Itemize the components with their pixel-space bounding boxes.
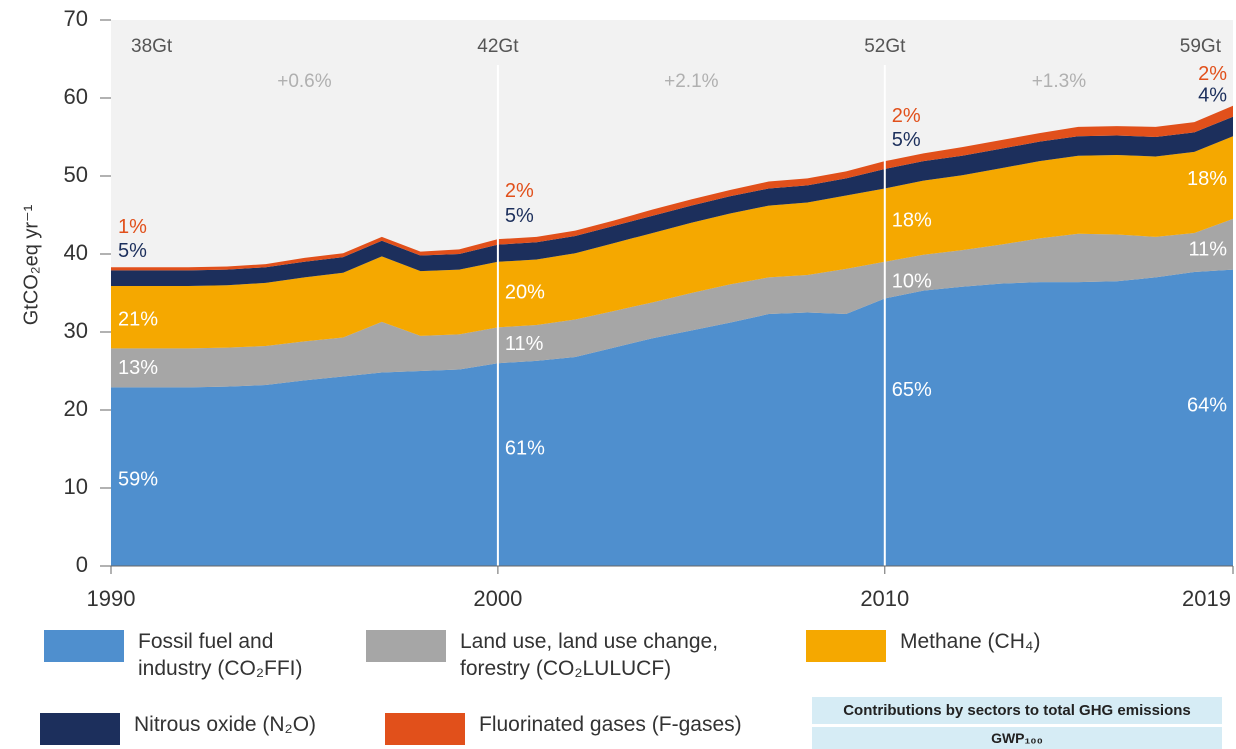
table-title: Contributions by sectors to total GHG em…: [812, 697, 1222, 724]
legend-item: Methane (CH₄): [806, 630, 1160, 662]
total-label: 42Gt: [477, 36, 519, 57]
y-tick-label: 10: [64, 474, 88, 499]
legend-label: Nitrous oxide (N₂O): [134, 713, 317, 736]
x-tick-label: 2019: [1182, 586, 1231, 611]
legend-item: Nitrous oxide (N₂O): [40, 713, 334, 745]
y-tick-label: 40: [64, 240, 88, 265]
legend-label: Fluorinated gases (F-gases): [479, 713, 742, 736]
share-label: 4%: [1198, 85, 1227, 107]
legend-label: Methane (CH₄): [900, 630, 1041, 653]
share-label: 2%: [505, 180, 534, 202]
total-label: 52Gt: [864, 36, 906, 57]
legend-swatch: [806, 630, 886, 662]
y-tick-label: 60: [64, 84, 88, 109]
share-label: 1%: [118, 216, 147, 238]
legend-swatch: [385, 713, 465, 745]
x-tick-label: 1990: [87, 586, 136, 611]
share-label: 5%: [892, 129, 921, 151]
area: [111, 116, 1233, 286]
share-label: 18%: [1187, 168, 1227, 190]
y-tick-label: 20: [64, 396, 88, 421]
total-label: 59Gt: [1180, 36, 1222, 57]
x-tick-label: 2010: [860, 586, 909, 611]
share-label: 21%: [118, 309, 158, 331]
y-axis-label: GtCO₂eq yr⁻¹: [20, 204, 42, 325]
share-label: 59%: [118, 468, 158, 490]
share-label: 65%: [892, 379, 932, 401]
share-label: 10%: [892, 270, 932, 292]
legend-item: Fluorinated gases (F-gases): [385, 713, 819, 745]
area: [111, 136, 1233, 349]
x-tick-label: 2000: [473, 586, 522, 611]
area: [111, 218, 1233, 388]
y-tick-label: 0: [76, 552, 88, 577]
share-label: 20%: [505, 281, 545, 303]
y-tick-label: 70: [64, 6, 88, 31]
legend-item: Land use, land use change, forestry (CO₂…: [366, 630, 790, 682]
share-label: 13%: [118, 357, 158, 379]
area: [111, 269, 1233, 566]
share-label: 5%: [505, 205, 534, 227]
total-label: 38Gt: [131, 36, 173, 57]
growth-rate: +1.3%: [1032, 71, 1087, 92]
legend-swatch: [40, 713, 120, 745]
share-label: 18%: [892, 210, 932, 232]
share-label: 5%: [118, 240, 147, 262]
legend-swatch: [44, 630, 124, 662]
share-label: 11%: [505, 333, 544, 355]
share-label: 64%: [1187, 394, 1227, 416]
legend-item: Fossil fuel and industry (CO₂FFI): [44, 630, 348, 682]
growth-rate: +0.6%: [277, 71, 332, 92]
y-tick-label: 30: [64, 318, 88, 343]
table-subtitle: GWP₁₀₀: [812, 727, 1222, 749]
share-label: 2%: [892, 105, 921, 127]
share-label: 2%: [1198, 63, 1227, 85]
legend-label: Fossil fuel and industry (CO₂FFI): [138, 630, 303, 680]
legend-label: Land use, land use change, forestry (CO₂…: [460, 630, 719, 680]
chart: GtCO₂eq yr⁻¹ 0 10 20 30 40 50 60 70 1990 2000 2010…: [20, 6, 1234, 611]
share-label: 61%: [505, 437, 545, 459]
y-tick-label: 50: [64, 162, 88, 187]
growth-rate: +2.1%: [664, 71, 719, 92]
share-label: 11%: [1188, 238, 1227, 260]
legend-swatch: [366, 630, 446, 662]
